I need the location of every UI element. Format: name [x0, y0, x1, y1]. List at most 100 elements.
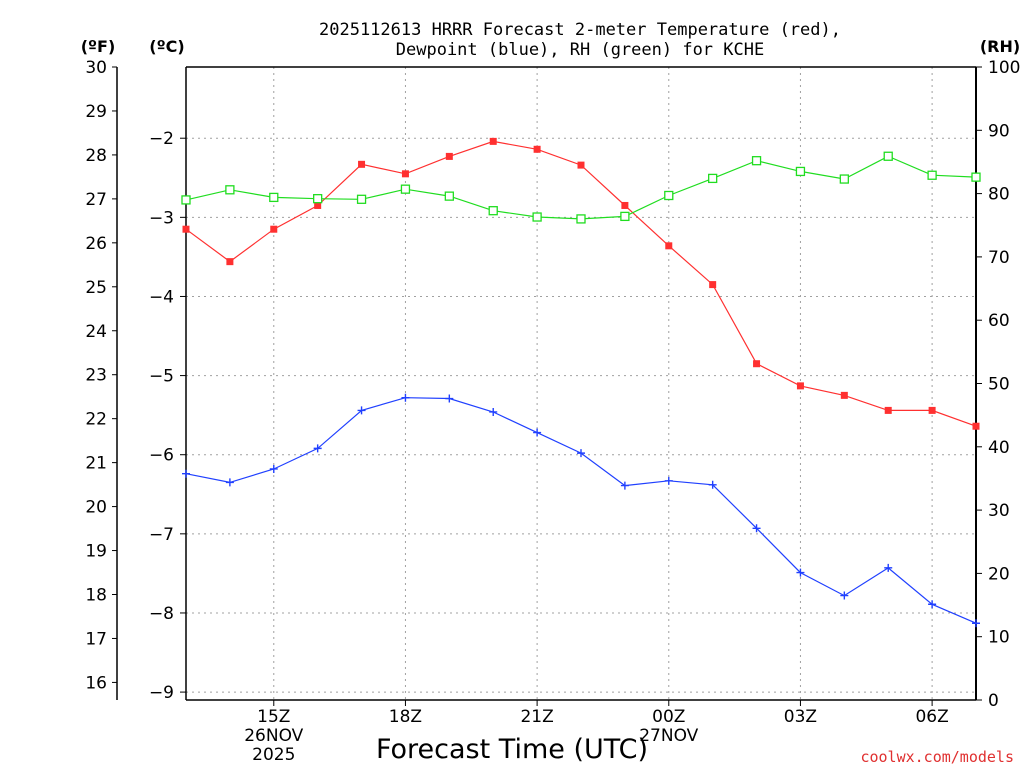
dewpoint-point: [884, 563, 893, 572]
fahrenheit-tick-label: 24: [85, 322, 107, 342]
chart-title-line-1: 2025112613 HRRR Forecast 2-meter Tempera…: [319, 20, 841, 40]
rh-unit-label: (RH): [980, 37, 1020, 56]
celsius-tick-label: −7: [149, 525, 174, 545]
dewpoint-point: [269, 464, 278, 473]
celsius-tick-label: −4: [149, 287, 174, 307]
rh-point: [708, 173, 718, 184]
x-tick-label: 2025: [252, 745, 295, 765]
temperature-point: [928, 406, 936, 414]
rh-point: [488, 206, 498, 216]
fahrenheit-tick-label: 22: [85, 410, 107, 430]
rh-tick-label: 0: [988, 691, 999, 711]
rh-point: [751, 156, 762, 166]
fahrenheit-tick-label: 29: [85, 102, 107, 122]
dewpoint-point: [357, 406, 366, 415]
celsius-tick-label: −5: [149, 367, 174, 387]
x-tick-label: 21Z: [520, 707, 553, 727]
temperature-line: [185, 140, 977, 427]
rh-point: [400, 184, 411, 194]
rh-point: [313, 194, 323, 204]
rh-point: [532, 212, 542, 222]
dewpoint-point: [840, 591, 849, 600]
fahrenheit-tick-label: 25: [85, 278, 107, 298]
fahrenheit-tick-label: 20: [85, 498, 107, 518]
temperature-point: [840, 391, 848, 399]
rh-point: [664, 190, 674, 201]
fahrenheit-tick-label: 27: [85, 190, 107, 210]
rh-point: [444, 191, 454, 201]
dewpoint-point: [182, 469, 190, 478]
rh-point: [576, 214, 586, 224]
celsius-tick-label: −9: [149, 683, 174, 703]
fahrenheit-tick-label: 23: [85, 366, 107, 386]
rh-point: [839, 174, 849, 184]
temperature-point: [577, 161, 585, 169]
rh-point: [927, 170, 937, 180]
x-tick-label: 00Z: [652, 707, 685, 727]
rh-tick-label: 90: [988, 121, 1010, 141]
dewpoint-point: [489, 407, 498, 416]
temperature-point: [709, 281, 717, 289]
chart-title-line-2: Dewpoint (blue), RH (green) for KCHE: [396, 40, 764, 60]
dewpoint-line: [185, 397, 977, 624]
x-tick-label: 15Z: [257, 707, 290, 727]
celsius-unit-label: (ºC): [149, 37, 184, 56]
x-tick-label: 03Z: [784, 707, 817, 727]
rh-tick-label: 30: [988, 501, 1010, 521]
dewpoint-point: [401, 393, 410, 402]
rh-point: [971, 172, 981, 182]
x-tick-label: 06Z: [915, 707, 948, 727]
rh-point: [269, 192, 279, 203]
credit-label: coolwx.com/models: [860, 748, 1014, 766]
temperature-point: [445, 152, 453, 160]
temperature-point: [796, 382, 804, 390]
temperature-point: [270, 225, 278, 233]
temperature-point: [489, 137, 497, 145]
fahrenheit-tick-label: 21: [85, 454, 107, 474]
x-tick-label: 27NOV: [639, 726, 698, 746]
rh-point: [225, 185, 235, 195]
dewpoint-point: [752, 524, 761, 533]
temperature-point: [314, 201, 322, 209]
x-tick-label: 26NOV: [244, 726, 303, 746]
data-marks: [181, 137, 981, 628]
celsius-tick-label: −8: [149, 604, 174, 624]
x-tick-label: 18Z: [389, 707, 422, 727]
rh-point: [795, 166, 806, 177]
dewpoint-point: [533, 428, 542, 437]
fahrenheit-unit-label: (ºF): [81, 37, 116, 56]
dewpoint-point: [796, 568, 805, 577]
rh-tick-label: 100: [988, 58, 1020, 78]
temperature-point: [533, 145, 541, 153]
dewpoint-point: [225, 478, 234, 487]
dewpoint-point: [928, 600, 937, 609]
temperature-point: [972, 422, 980, 430]
temperature-point: [358, 160, 366, 168]
x-axis-label: Forecast Time (UTC): [376, 734, 648, 765]
fahrenheit-tick-label: 30: [85, 58, 107, 78]
temperature-point: [884, 406, 892, 414]
celsius-tick-label: −6: [149, 446, 174, 466]
rh-tick-label: 70: [988, 248, 1010, 268]
dewpoint-point: [577, 449, 585, 458]
temperature-point: [665, 242, 673, 250]
rh-point: [620, 211, 630, 222]
dewpoint-point: [708, 480, 717, 489]
fahrenheit-tick-label: 19: [85, 542, 107, 562]
temperature-point: [401, 170, 409, 178]
fahrenheit-tick-label: 26: [85, 234, 107, 254]
rh-tick-label: 20: [988, 564, 1010, 584]
temperature-point: [226, 258, 234, 266]
fahrenheit-tick-label: 28: [85, 146, 107, 166]
rh-point: [883, 151, 893, 161]
rh-tick-label: 60: [988, 311, 1010, 331]
rh-tick-label: 40: [988, 438, 1010, 458]
fahrenheit-tick-label: 17: [85, 629, 107, 649]
dewpoint-point: [972, 619, 980, 628]
temperature-point: [182, 225, 190, 233]
rh-point: [356, 194, 367, 204]
fahrenheit-tick-label: 18: [85, 586, 107, 606]
temperature-point: [753, 360, 761, 368]
rh-tick-label: 80: [988, 185, 1010, 205]
